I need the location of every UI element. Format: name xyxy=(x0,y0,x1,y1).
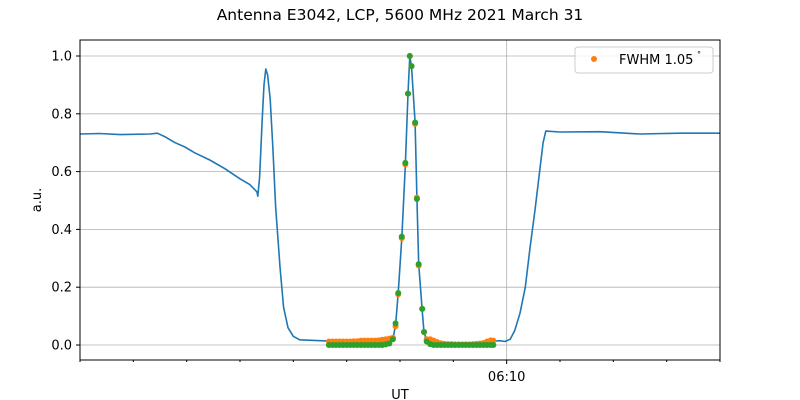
legend-degree: ° xyxy=(697,50,701,59)
data-point xyxy=(421,328,427,335)
data-point xyxy=(412,119,419,126)
y-tick-label: 1.0 xyxy=(51,50,72,65)
data-point xyxy=(490,342,497,348)
data-point xyxy=(392,320,399,327)
data-point xyxy=(405,90,411,97)
data-point xyxy=(490,337,497,344)
data-point xyxy=(406,53,413,59)
data-point xyxy=(389,336,396,343)
y-tick-label: 0.8 xyxy=(51,107,72,122)
legend: FWHM 1.05 ° xyxy=(574,46,714,74)
data-point xyxy=(398,233,405,240)
legend-label: FWHM 1.05 xyxy=(619,53,693,68)
plot-frame xyxy=(79,39,721,361)
y-tick-label: 0.4 xyxy=(51,223,72,238)
legend-box xyxy=(574,46,714,74)
grid xyxy=(80,40,720,360)
axes: 0.0 0.2 0.4 0.6 0.8 1.0 06:10 xyxy=(51,50,721,385)
y-axis-label: a.u. xyxy=(30,188,45,212)
y-tick-label: 0.6 xyxy=(51,165,72,180)
legend-marker xyxy=(591,56,597,62)
data-point xyxy=(408,63,415,70)
data-point xyxy=(413,196,420,203)
y-tick-label: 0.2 xyxy=(51,281,72,296)
series-line xyxy=(79,55,720,346)
y-tick-label: 0.0 xyxy=(51,339,72,354)
data-point xyxy=(419,305,426,312)
marks xyxy=(79,53,720,348)
data-point xyxy=(402,159,409,166)
x-axis-label: UT xyxy=(391,388,409,400)
chart-title: Antenna E3042, LCP, 5600 MHz 2021 March … xyxy=(217,6,584,24)
data-point xyxy=(386,340,393,347)
x-tick-label: 06:10 xyxy=(488,370,525,385)
data-point xyxy=(415,261,422,268)
data-point xyxy=(395,289,402,296)
